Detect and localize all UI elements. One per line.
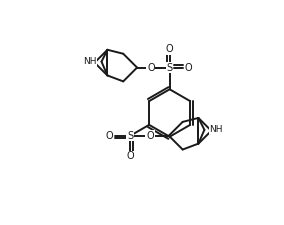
Text: NH: NH <box>209 125 223 134</box>
Text: O: O <box>126 151 134 162</box>
Text: NH: NH <box>83 57 97 66</box>
Text: O: O <box>106 131 113 141</box>
Text: O: O <box>185 63 192 72</box>
Text: S: S <box>127 131 133 141</box>
Text: O: O <box>147 63 155 72</box>
Text: O: O <box>166 44 174 54</box>
Text: S: S <box>167 63 173 72</box>
Text: O: O <box>146 131 154 141</box>
